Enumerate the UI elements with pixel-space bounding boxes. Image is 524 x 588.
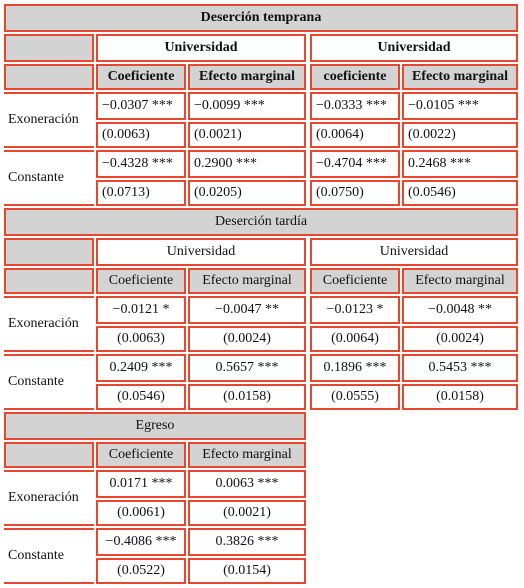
std-error: (0.0158): [188, 384, 306, 410]
row-label: Constante: [4, 354, 94, 410]
coefficient: −0.0105 ***: [402, 92, 518, 120]
coefficient: 0.1896 ***: [310, 354, 400, 382]
std-error: (0.0158): [402, 384, 518, 410]
std-error: (0.0205): [188, 180, 306, 206]
column-header: Coeficiente: [310, 268, 400, 294]
std-error: (0.0064): [310, 122, 400, 148]
blank-header: [4, 64, 94, 90]
row-label: Exoneración: [4, 92, 94, 148]
std-error: (0.0024): [188, 326, 306, 352]
coefficient: −0.0307 ***: [96, 92, 186, 120]
coefficient: −0.0333 ***: [310, 92, 400, 120]
blank-header: [4, 442, 94, 468]
row-label: Exoneración: [4, 296, 94, 352]
coefficient: −0.4704 ***: [310, 150, 400, 178]
coefficient: 0.2409 ***: [96, 354, 186, 382]
section-title: Deserción temprana: [4, 4, 518, 32]
std-error: (0.0024): [402, 326, 518, 352]
blank-header: [4, 238, 94, 266]
group-header: Universidad: [96, 34, 306, 62]
column-header: Efecto marginal: [188, 442, 306, 468]
row-label: Constante: [4, 528, 94, 584]
std-error: (0.0063): [96, 122, 186, 148]
section-title: Deserción tardía: [4, 208, 518, 236]
std-error: (0.0750): [310, 180, 400, 206]
coefficient: −0.0121 *: [96, 296, 186, 324]
column-header: Efecto marginal: [402, 64, 518, 90]
column-header: coeficiente: [310, 64, 400, 90]
coefficient: 0.0063 ***: [188, 470, 306, 498]
coefficient: −0.0047 **: [188, 296, 306, 324]
std-error: (0.0064): [310, 326, 400, 352]
std-error: (0.0021): [188, 122, 306, 148]
coefficient: −0.4086 ***: [96, 528, 186, 556]
blank-header: [4, 34, 94, 62]
coefficient: 0.5453 ***: [402, 354, 518, 382]
column-header: Coeficiente: [96, 442, 186, 468]
std-error: (0.0154): [188, 558, 306, 584]
std-error: (0.0522): [96, 558, 186, 584]
column-header: Efecto marginal: [188, 64, 306, 90]
coefficient: −0.4328 ***: [96, 150, 186, 178]
std-error: (0.0546): [96, 384, 186, 410]
std-error: (0.0021): [188, 500, 306, 526]
std-error: (0.0713): [96, 180, 186, 206]
row-label: Exoneración: [4, 470, 94, 526]
std-error: (0.0555): [310, 384, 400, 410]
std-error: (0.0063): [96, 326, 186, 352]
coefficient: 0.2900 ***: [188, 150, 306, 178]
blank-header: [4, 268, 94, 294]
column-header: Efecto marginal: [188, 268, 306, 294]
group-header: Universidad: [310, 34, 518, 62]
std-error: (0.0022): [402, 122, 518, 148]
std-error: (0.0061): [96, 500, 186, 526]
coefficient: −0.0048 **: [402, 296, 518, 324]
coefficient: −0.0099 ***: [188, 92, 306, 120]
column-header: Coeficiente: [96, 268, 186, 294]
group-header: Universidad: [96, 238, 306, 266]
row-label: Constante: [4, 150, 94, 206]
group-header: Universidad: [310, 238, 518, 266]
column-header: Efecto marginal: [402, 268, 518, 294]
coefficient: 0.3826 ***: [188, 528, 306, 556]
column-header: Coeficiente: [96, 64, 186, 90]
coefficient: −0.0123 *: [310, 296, 400, 324]
std-error: (0.0546): [402, 180, 518, 206]
coefficient: 0.5657 ***: [188, 354, 306, 382]
coefficient: 0.2468 ***: [402, 150, 518, 178]
section-title: Egreso: [4, 412, 306, 440]
coefficient: 0.0171 ***: [96, 470, 186, 498]
